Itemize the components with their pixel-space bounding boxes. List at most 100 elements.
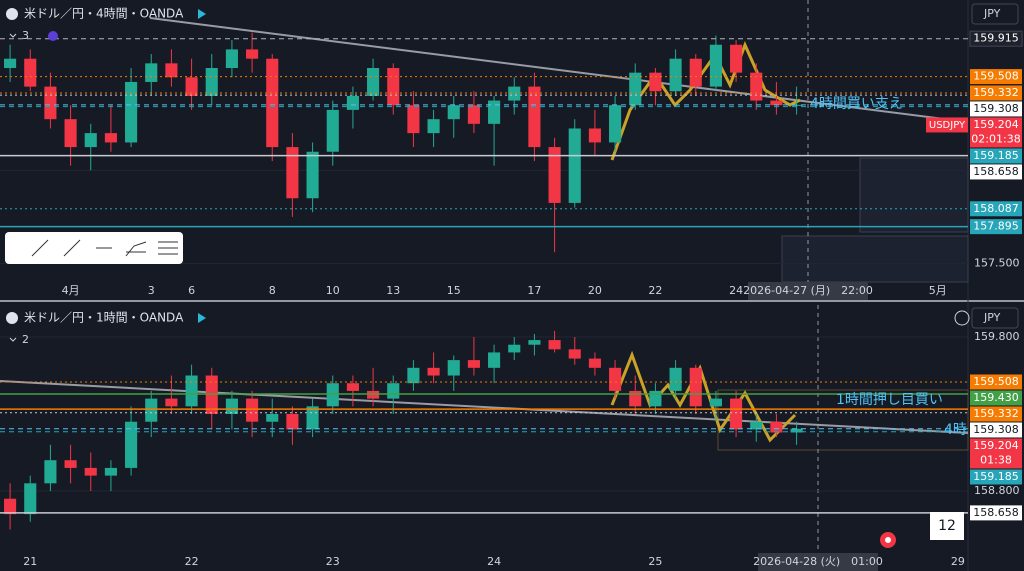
symbol: USDJPY	[929, 120, 966, 131]
price-label: 159.332	[973, 86, 1019, 99]
price-label-box	[969, 30, 1023, 47]
price-label-box	[970, 117, 1022, 148]
candle-body	[84, 467, 97, 476]
crosshair-label-box	[758, 553, 878, 571]
crosshair-label: 2026-04-28 (火) 01:00	[753, 555, 883, 568]
candle-body	[467, 360, 480, 368]
candle-body	[326, 383, 339, 407]
candle-body	[548, 147, 561, 203]
candle-body	[427, 367, 440, 376]
annotation: 1時間押し目買い	[836, 392, 943, 408]
candle-body	[407, 105, 420, 134]
flag-marker	[198, 313, 206, 323]
alert-icon-dot	[885, 537, 891, 543]
y-tick-label: 158.800	[974, 484, 1020, 497]
candle-body	[588, 128, 601, 143]
candle-body	[286, 414, 299, 430]
candle-body	[225, 398, 238, 415]
crosshair-label: 2026-04-27 (月) 22:00	[743, 284, 873, 297]
candle-body	[709, 398, 722, 407]
x-tick-label: 24	[729, 284, 743, 297]
price-label: 159.185	[973, 470, 1019, 483]
currency-button[interactable]	[971, 3, 1019, 25]
chart-title: 米ドル／円・4時間・OANDA	[24, 7, 184, 21]
annotation: 4時間買い支え	[810, 96, 903, 112]
price-label-box	[970, 201, 1022, 217]
zone-box	[781, 235, 969, 283]
candle-body	[508, 86, 521, 101]
candle-body	[629, 72, 642, 106]
chart-title: 米ドル／円・1時間・OANDA	[24, 311, 184, 325]
candle-body	[730, 44, 743, 73]
toolbar-icons	[31, 239, 178, 257]
candle-body	[185, 77, 198, 96]
x-tick-label: 17	[527, 284, 541, 297]
candle-body	[629, 390, 642, 407]
candle-body	[568, 128, 581, 203]
candle-body	[165, 398, 178, 407]
x-tick-label: 20	[588, 284, 602, 297]
candle-body	[467, 105, 480, 124]
candle-body	[669, 58, 682, 92]
candle-body	[185, 375, 198, 407]
y-tick-label: 159.800	[974, 330, 1020, 343]
price-label: 159.430	[973, 391, 1019, 404]
candle-body	[750, 72, 763, 101]
add-button[interactable]	[954, 310, 970, 326]
price-label: 157.895	[973, 220, 1019, 233]
candle-body	[407, 367, 420, 384]
currency-button[interactable]	[971, 307, 1019, 329]
countdown: 01:38	[980, 453, 1012, 466]
x-tick-label: 29	[951, 555, 965, 568]
flag-marker	[198, 9, 206, 19]
price-label: 159.308	[973, 423, 1019, 436]
candle-body	[145, 63, 158, 82]
candle-body	[24, 58, 37, 87]
price-label-box	[970, 469, 1022, 485]
drawing-toolbar[interactable]	[5, 232, 183, 264]
candle-body	[84, 133, 97, 148]
x-tick-label: 25	[648, 555, 662, 568]
candle-body	[709, 44, 722, 87]
candle-body	[266, 58, 279, 148]
candle-body	[528, 86, 541, 148]
candle-body	[387, 383, 400, 399]
x-tick-label: 8	[269, 284, 276, 297]
candle-body	[508, 344, 521, 353]
y-tick-label: 157.500	[974, 256, 1020, 269]
candle-body	[246, 398, 259, 422]
candle-body	[104, 467, 117, 476]
candle-body	[246, 49, 259, 59]
x-tick-label: 24	[487, 555, 501, 568]
x-tick-label: 10	[326, 284, 340, 297]
counter-box[interactable]	[930, 512, 964, 540]
candle-body	[266, 414, 279, 422]
price-label: 159.508	[973, 375, 1019, 388]
price-label: 159.508	[973, 70, 1019, 83]
price-label-box	[970, 438, 1022, 469]
candle-body	[125, 81, 138, 143]
candle-body	[44, 460, 57, 484]
candle-body	[346, 95, 359, 110]
candle-body	[427, 119, 440, 134]
candle-body	[447, 360, 460, 376]
candle-body	[205, 375, 218, 415]
annotation: 4時	[944, 422, 967, 438]
price-label-box	[970, 505, 1022, 521]
candle-body	[568, 349, 581, 359]
candle-body	[649, 390, 662, 407]
price-label-box	[970, 390, 1022, 406]
price-label-box	[970, 148, 1022, 164]
price-label: 159.332	[973, 407, 1019, 420]
candle-body	[205, 68, 218, 96]
x-tick-label: 3	[148, 284, 155, 297]
candle-body	[367, 390, 380, 399]
candle-body	[4, 498, 17, 515]
flag-icon	[6, 8, 18, 20]
candle-body	[588, 358, 601, 368]
x-tick-label: 15	[447, 284, 461, 297]
candle-body	[609, 105, 622, 143]
symbol-tag	[926, 117, 968, 133]
candle-body	[528, 340, 541, 345]
price-label-box	[970, 219, 1022, 235]
